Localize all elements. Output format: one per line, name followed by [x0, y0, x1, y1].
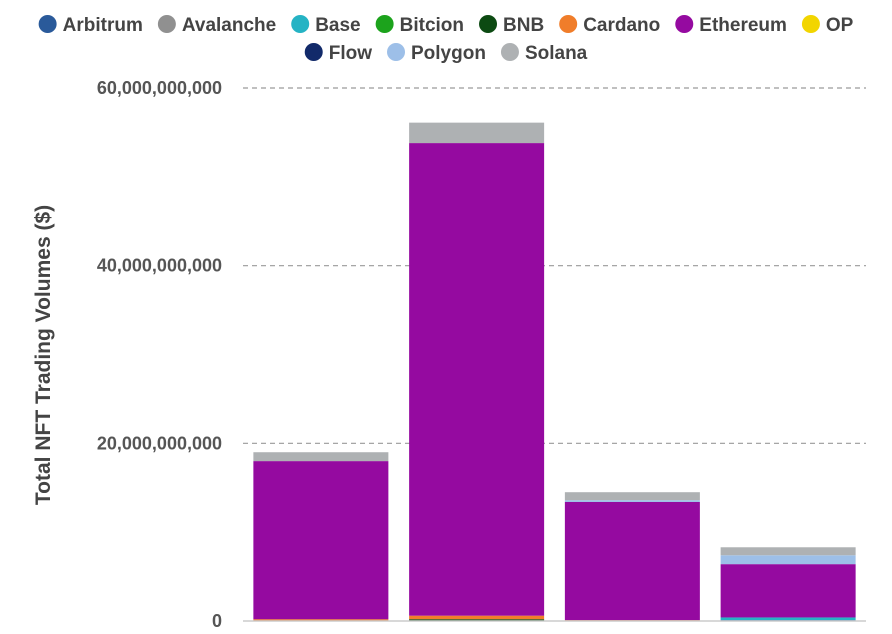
- legend-item-solana[interactable]: Solana: [500, 43, 588, 64]
- y-tick-label: 0: [212, 611, 222, 631]
- y-tick-label: 20,000,000,000: [97, 433, 222, 453]
- legend-swatch: [675, 15, 694, 33]
- legend-label: OP: [826, 15, 854, 36]
- y-tick-label: 40,000,000,000: [97, 256, 222, 276]
- bar-segment-ethereum[interactable]: [564, 501, 700, 621]
- y-axis: 0 20,000,000,000 40,000,000,000 60,000,000,…: [97, 78, 222, 631]
- legend-item-polygon[interactable]: Polygon: [387, 43, 486, 64]
- bar-segment-polygon[interactable]: [564, 500, 700, 502]
- legend-item-ethereum[interactable]: Ethereum: [675, 15, 787, 36]
- legend-swatch: [559, 15, 578, 33]
- legend-item-flow[interactable]: Flow: [304, 43, 372, 64]
- bar-segment-solana[interactable]: [253, 452, 389, 462]
- gridlines: [243, 87, 866, 444]
- bar-segment-cardano[interactable]: [253, 619, 389, 621]
- legend-item-arbitrum[interactable]: Arbitrum: [38, 15, 143, 36]
- legend-swatch: [291, 15, 310, 33]
- legend: Arbitrum Avalanche Base Bitcion BNB Cardano Et…: [38, 15, 854, 64]
- bar-segment-ethereum[interactable]: [409, 143, 545, 616]
- legend-swatch: [801, 15, 820, 33]
- bar-segment-cardano[interactable]: [409, 615, 545, 620]
- legend-label: Ethereum: [699, 15, 787, 36]
- bar-segment-ethereum[interactable]: [253, 461, 389, 620]
- legend-item-avalanche[interactable]: Avalanche: [157, 15, 276, 36]
- legend-item-base[interactable]: Base: [291, 15, 361, 36]
- bar-segment-bnb[interactable]: [409, 619, 545, 621]
- legend-swatch: [375, 15, 394, 33]
- bar-segment-solana[interactable]: [720, 547, 856, 556]
- bar-segment-ethereum[interactable]: [720, 564, 856, 618]
- legend-label: Arbitrum: [63, 15, 143, 36]
- legend-swatch: [38, 15, 57, 33]
- legend-label: Base: [315, 15, 360, 36]
- bar-segment-solana[interactable]: [409, 122, 545, 144]
- legend-item-bnb[interactable]: BNB: [479, 15, 544, 36]
- bar-segment-solana[interactable]: [564, 492, 700, 501]
- legend-label: Flow: [329, 43, 372, 64]
- legend-label: Polygon: [411, 43, 486, 64]
- legend-swatch: [479, 15, 498, 33]
- y-axis-title: Total NFT Trading Volumes ($): [32, 205, 55, 505]
- bar-segment-polygon[interactable]: [720, 555, 856, 565]
- legend-swatch: [500, 43, 519, 61]
- y-tick-label: 60,000,000,000: [97, 78, 222, 98]
- legend-item-cardano[interactable]: Cardano: [559, 15, 660, 36]
- legend-label: Solana: [525, 43, 588, 64]
- legend-item-op[interactable]: OP: [801, 15, 854, 36]
- bars: [253, 122, 856, 621]
- legend-item-bitcion[interactable]: Bitcion: [375, 15, 464, 36]
- legend-swatch: [304, 43, 323, 61]
- legend-swatch: [157, 15, 176, 33]
- legend-label: Cardano: [583, 15, 660, 36]
- bar-segment-base[interactable]: [720, 617, 856, 621]
- legend-label: Bitcion: [400, 15, 464, 36]
- legend-swatch: [387, 43, 406, 61]
- legend-label: BNB: [503, 15, 544, 36]
- legend-label: Avalanche: [182, 15, 276, 36]
